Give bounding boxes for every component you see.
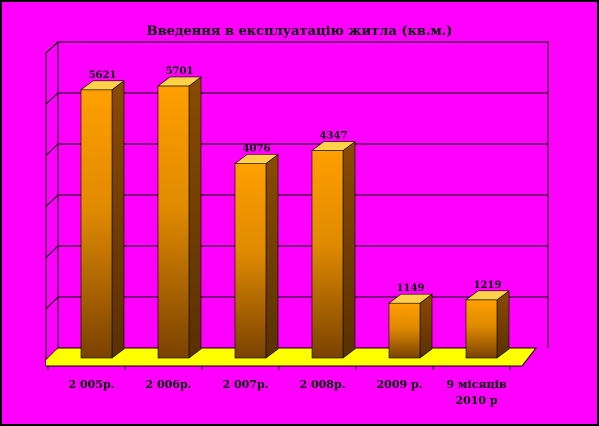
- bar-top: [388, 293, 433, 304]
- bar-top: [80, 80, 125, 91]
- bar: [157, 85, 190, 359]
- floor-edge: [46, 348, 58, 366]
- category-label: 2009 р.: [377, 378, 423, 391]
- bar-side: [188, 76, 202, 359]
- bar-side: [342, 140, 356, 359]
- chart-title: Введення в експлуатацію житла (кв.м.): [146, 24, 453, 39]
- category-label: 2 007р.: [223, 378, 269, 391]
- bar: [311, 150, 344, 359]
- bar-top: [311, 141, 356, 151]
- category-label: 2010 р: [455, 394, 497, 407]
- data-label: 5701: [166, 66, 194, 77]
- bar-side: [419, 293, 433, 359]
- bar-side: [111, 80, 125, 359]
- category-label: 9 місяців: [447, 378, 507, 391]
- bar: [388, 302, 421, 359]
- gridline-side: [45, 296, 59, 310]
- gridline-side: [45, 245, 59, 259]
- bar: [80, 89, 113, 359]
- bar-top: [157, 76, 202, 87]
- bar: [234, 163, 267, 359]
- gridline-side: [45, 41, 59, 54]
- bar-side: [265, 153, 279, 359]
- gridline-side: [45, 143, 59, 156]
- gridline-side: [45, 194, 59, 207]
- bar-side: [496, 290, 510, 359]
- category-label: 2 008р.: [300, 378, 346, 391]
- data-label: 4347: [320, 131, 348, 142]
- data-label: 4076: [243, 143, 271, 154]
- category-label: 2 005р.: [69, 378, 115, 391]
- category-label: 2 006р.: [146, 378, 192, 391]
- bar-top: [234, 154, 279, 164]
- data-label: 1149: [397, 283, 425, 294]
- data-label: 1219: [474, 280, 502, 291]
- bar: [465, 299, 498, 359]
- data-label: 5621: [89, 70, 117, 81]
- bar-top: [465, 290, 510, 301]
- gridline-side: [45, 92, 59, 105]
